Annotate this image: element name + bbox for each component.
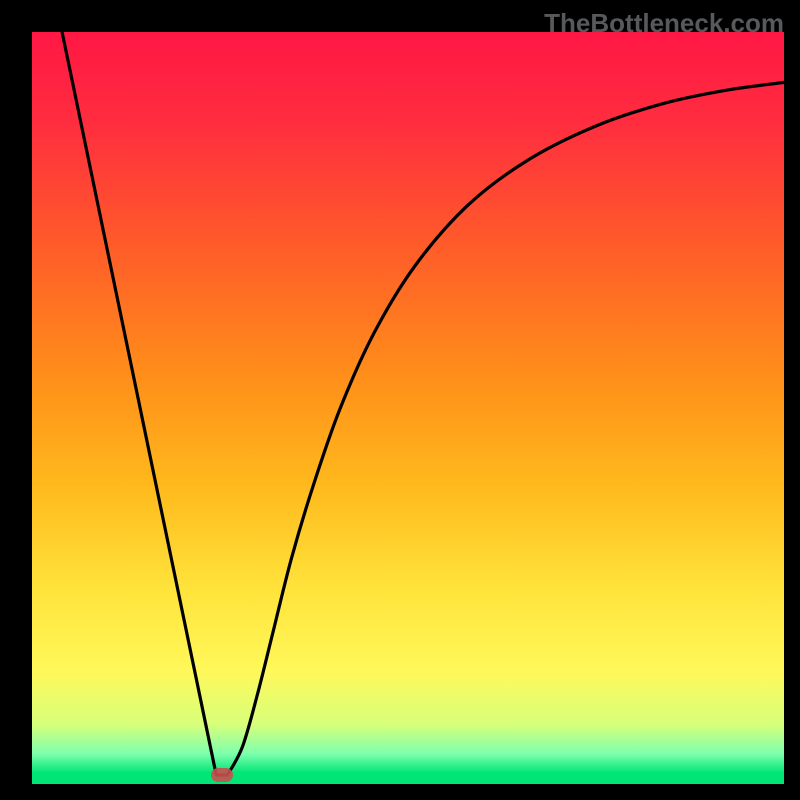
minimum-marker [211,768,233,782]
curve-layer [32,32,784,784]
bottleneck-curve [62,32,784,775]
watermark-text: TheBottleneck.com [544,8,784,39]
chart-container: TheBottleneck.com [0,0,800,800]
plot-area [32,32,784,784]
